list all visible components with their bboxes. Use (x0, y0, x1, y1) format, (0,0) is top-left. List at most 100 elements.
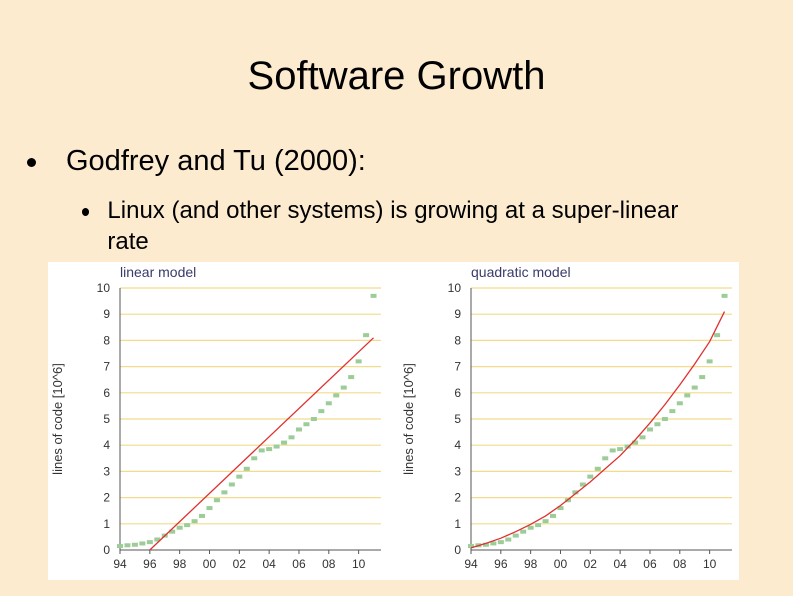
x-tick-label: 96 (143, 557, 157, 571)
data-point (348, 375, 355, 380)
data-point (609, 448, 616, 453)
slide-title: Software Growth (247, 54, 546, 98)
y-tick-label: 8 (103, 333, 110, 347)
data-point (572, 490, 579, 495)
x-tick-label: 08 (322, 557, 336, 571)
data-point (587, 474, 594, 479)
data-point (146, 540, 153, 545)
y-axis-label: lines of code [10^6] (50, 363, 65, 475)
data-point (520, 529, 527, 534)
data-point (684, 393, 691, 398)
data-point (527, 525, 534, 530)
data-point (154, 537, 161, 542)
y-tick-label: 5 (103, 412, 110, 426)
y-tick-label: 10 (448, 281, 462, 295)
chart-title: linear model (120, 264, 196, 280)
data-point (191, 519, 198, 524)
x-tick-label: 04 (262, 557, 276, 571)
data-point (505, 537, 512, 542)
data-point (131, 542, 138, 547)
data-point (602, 456, 609, 461)
data-point (117, 544, 123, 549)
y-tick-label: 0 (103, 543, 110, 557)
data-point (721, 293, 728, 298)
data-point (124, 543, 131, 548)
data-point (714, 333, 721, 338)
y-tick-label: 9 (103, 307, 110, 321)
data-point (676, 401, 683, 406)
x-tick-label: 98 (173, 557, 187, 571)
data-point (661, 417, 668, 421)
data-point (497, 540, 504, 545)
y-tick-label: 6 (454, 386, 461, 400)
data-point (221, 490, 228, 495)
x-tick-label: 06 (292, 557, 306, 571)
fit-line (470, 311, 726, 549)
data-point (243, 466, 250, 471)
data-point (482, 542, 489, 547)
data-point (542, 519, 549, 524)
data-point (706, 359, 713, 364)
data-point (579, 482, 586, 487)
data-point (206, 506, 213, 511)
x-tick-label: 02 (233, 557, 247, 571)
data-point (512, 533, 519, 538)
chart-panel: 0 1 2 3 4 5 6 7 8 9 10 94 96 98 00 02 04 06 08 10 linear mod… (48, 262, 739, 580)
data-point (691, 385, 698, 390)
data-point (325, 401, 332, 406)
data-point (550, 513, 557, 518)
data-point (669, 409, 676, 414)
y-tick-label: 8 (454, 333, 461, 347)
bullet-level-2: Linux (and other systems) is growing at … (82, 195, 682, 257)
y-tick-label: 3 (103, 464, 110, 478)
x-tick-label: 10 (703, 557, 717, 571)
data-point (355, 359, 362, 364)
data-point (258, 448, 265, 453)
data-point (169, 529, 176, 534)
data-point (370, 293, 377, 298)
data-point (273, 444, 280, 449)
bullet-dot-icon (82, 208, 90, 216)
data-point (699, 375, 706, 380)
data-point (594, 466, 601, 471)
bullet-level-1: Godfrey and Tu (2000): (27, 142, 366, 180)
x-tick-label: 02 (584, 557, 598, 571)
y-tick-label: 6 (103, 386, 110, 400)
data-point (617, 447, 624, 452)
data-point (251, 456, 258, 461)
data-point (303, 422, 310, 427)
x-tick-label: 06 (643, 557, 657, 571)
data-point (632, 440, 639, 445)
data-point (266, 447, 273, 452)
data-point (333, 393, 340, 398)
data-point (490, 541, 497, 546)
data-point (654, 422, 661, 427)
x-tick-label: 10 (352, 557, 366, 571)
y-tick-label: 0 (454, 543, 461, 557)
x-tick-label: 98 (524, 557, 538, 571)
data-point (363, 333, 370, 338)
data-point (468, 544, 474, 549)
y-tick-label: 7 (103, 360, 110, 374)
y-tick-label: 9 (454, 307, 461, 321)
data-point (557, 506, 564, 511)
data-point (639, 435, 646, 440)
x-tick-label: 00 (203, 557, 217, 571)
data-point (535, 523, 542, 528)
x-tick-label: 94 (113, 557, 127, 571)
y-tick-label: 5 (454, 412, 461, 426)
data-point (295, 427, 302, 432)
chart-title: quadratic model (471, 264, 571, 280)
data-point (624, 444, 631, 449)
data-point (176, 525, 183, 530)
data-point (646, 427, 653, 432)
data-point (236, 474, 243, 479)
data-point (199, 513, 206, 518)
bullet-text-claim: Linux (and other systems) is growing at … (107, 197, 679, 255)
data-point (228, 482, 235, 487)
bullet-text-citation: Godfrey and Tu (2000): (66, 145, 366, 177)
y-tick-label: 4 (103, 438, 110, 452)
fit-line (149, 337, 374, 551)
data-point (310, 417, 317, 421)
